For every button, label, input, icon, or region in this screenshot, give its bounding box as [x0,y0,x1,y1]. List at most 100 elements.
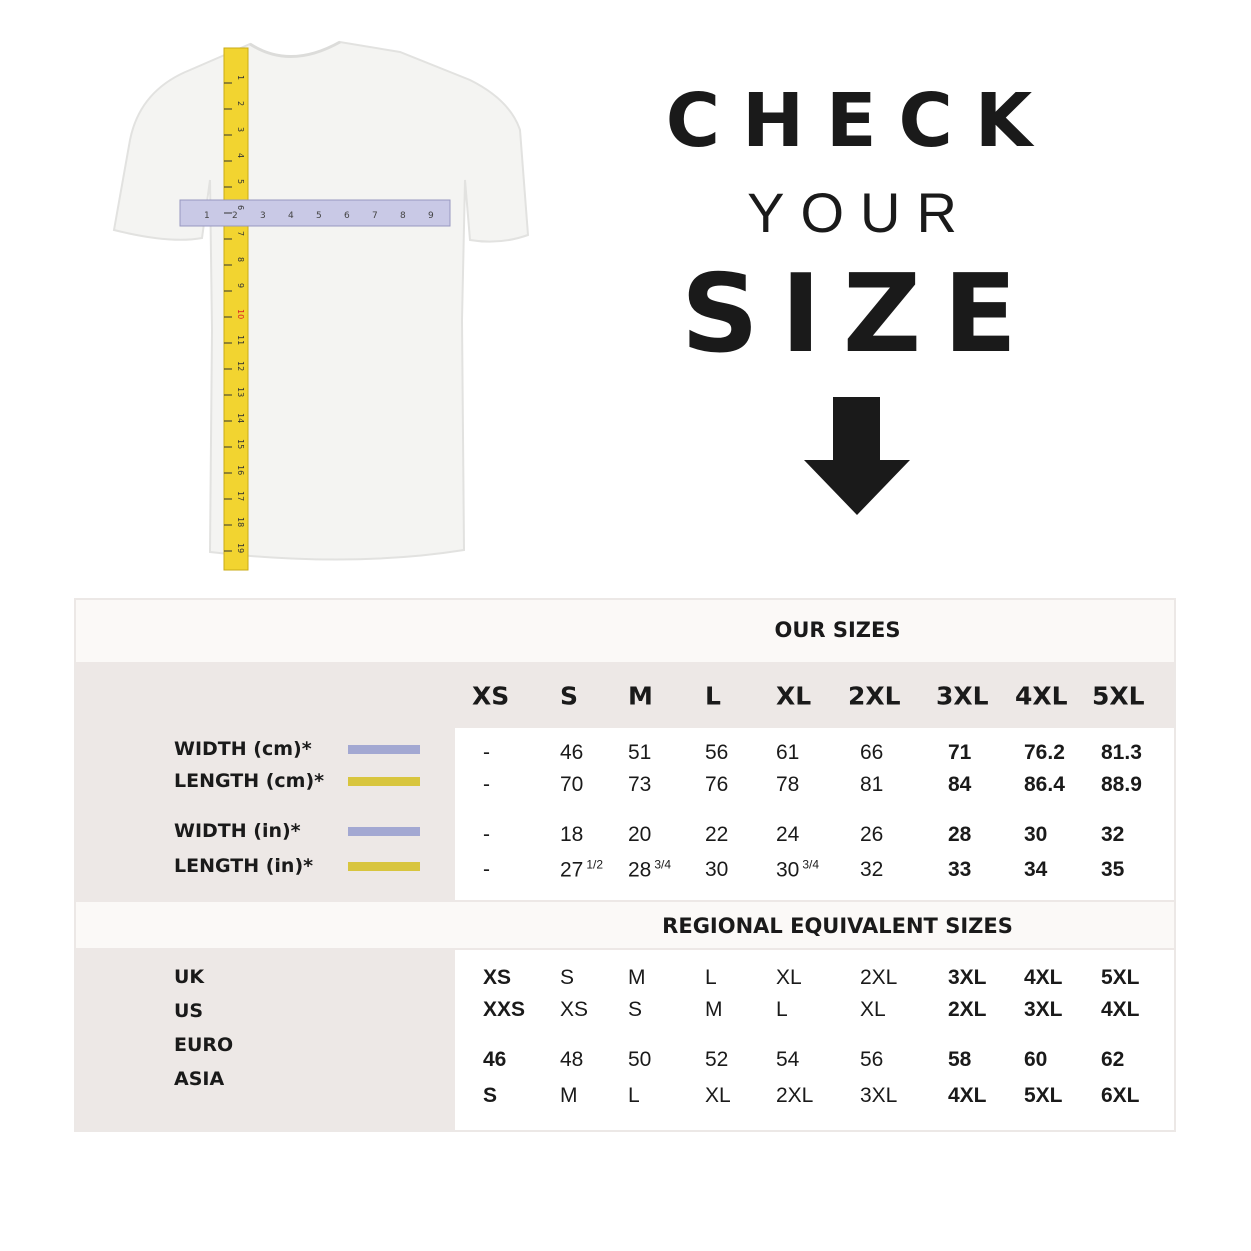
width-swatch [348,827,420,836]
regional-size-value: M [560,1084,578,1107]
our-sizes-header [76,600,1174,662]
measurement-value: 27 1/2 [560,857,604,882]
regional-size-value: S [483,1084,498,1107]
regional-size-value: XL [860,998,886,1021]
svg-text:17: 17 [236,491,245,501]
regional-size-value: 62 [1101,1048,1125,1071]
svg-text:6: 6 [236,205,245,210]
regional-size-value: 54 [776,1048,800,1071]
measurement-value: 73 [628,773,652,796]
measurement-value: 30 [705,858,729,881]
measurement-value: 20 [628,823,652,846]
svg-text:3: 3 [260,211,266,221]
svg-text:8: 8 [400,211,406,221]
regional-size-value: S [560,966,575,989]
regional-size-value: L [628,1084,640,1107]
svg-text:11: 11 [236,335,245,345]
svg-text:19: 19 [236,543,245,553]
measurement-value: - [483,773,490,796]
regional-size-value: XS [560,998,589,1021]
regional-size-value: 52 [705,1048,729,1071]
svg-text:13: 13 [236,387,245,397]
svg-text:16: 16 [236,465,245,475]
regional-size-value: 46 [483,1048,507,1071]
size-column-header: 4XL [1015,681,1068,711]
region-label: EURO [174,1034,234,1056]
regional-header [76,902,1174,948]
horizontal-tape [179,199,451,227]
region-label: ASIA [174,1068,225,1090]
svg-text:1: 1 [236,75,245,80]
regional-size-value: 56 [860,1048,884,1071]
fraction: 3/4 [802,857,820,872]
svg-text:10: 10 [236,309,245,319]
svg-text:14: 14 [236,413,245,423]
svg-text:18: 18 [236,517,245,527]
measurement-value: - [483,823,490,846]
regional-title: REGIONAL EQUIVALENT SIZES [662,914,1013,938]
svg-text:1: 1 [204,211,210,221]
size-column-header: 5XL [1092,681,1145,711]
svg-text:8: 8 [236,257,245,262]
svg-text:9: 9 [428,211,434,221]
svg-text:7: 7 [372,211,378,221]
svg-text:5: 5 [316,211,322,221]
regional-size-value: 5XL [1024,1084,1063,1107]
measurement-value: 18 [560,823,584,846]
measurement-value: 32 [860,858,884,881]
measurement-value: 88.9 [1101,773,1142,796]
regional-size-value: 4XL [948,1084,987,1107]
regional-size-value: 4XL [1024,966,1063,989]
regional-size-value: XL [776,966,802,989]
arrow-down-icon [804,397,910,515]
regional-size-value: 2XL [776,1084,814,1107]
measurement-value: 76 [705,773,729,796]
measurement-value: 46 [560,741,584,764]
measurement-value: 78 [776,773,800,796]
measurement-value: - [483,741,490,764]
heading-size: SIZE [680,252,1040,377]
size-column-header: M [628,681,653,711]
regional-size-value: 48 [560,1048,584,1071]
heading-check: CHECK [665,78,1055,164]
measurement-value: 84 [948,773,972,796]
regional-size-value: XL [705,1084,731,1107]
fraction: 1/2 [586,857,604,872]
regional-size-value: M [628,966,646,989]
measurement-value: 26 [860,823,884,846]
svg-text:5: 5 [236,179,245,184]
regional-size-value: L [776,998,788,1021]
svg-text:2: 2 [236,101,245,106]
size-column-header: L [705,681,721,711]
regional-size-value: 6XL [1101,1084,1140,1107]
regional-size-value: 50 [628,1048,652,1071]
measurement-value: 51 [628,741,652,764]
size-column-header: S [560,681,579,711]
svg-text:12: 12 [236,361,245,371]
measurement-value: 32 [1101,823,1125,846]
regional-size-value: 3XL [948,966,987,989]
size-column-header: XL [776,681,812,711]
measurement-label: LENGTH (in)* [174,855,314,877]
regional-size-value: 3XL [860,1084,898,1107]
measurement-value: - [483,858,490,881]
measurement-value: 30 [1024,823,1048,846]
regional-size-value: XS [483,966,512,989]
size-column-header: XS [472,681,510,711]
regional-size-value: M [705,998,723,1021]
regional-size-value: 2XL [860,966,898,989]
regional-size-value: XXS [483,998,526,1021]
region-label: UK [174,966,205,988]
measurement-label: WIDTH (in)* [174,820,301,842]
regional-size-value: 60 [1024,1048,1048,1071]
svg-text:2: 2 [232,211,238,221]
svg-text:7: 7 [236,231,245,236]
measurement-value: 24 [776,823,800,846]
measurement-value: 66 [860,741,884,764]
measurement-value: 61 [776,741,800,764]
measurement-value: 71 [948,741,972,764]
measurement-value: 22 [705,823,729,846]
regional-size-value: 5XL [1101,966,1140,989]
measurement-value: 34 [1024,858,1048,881]
